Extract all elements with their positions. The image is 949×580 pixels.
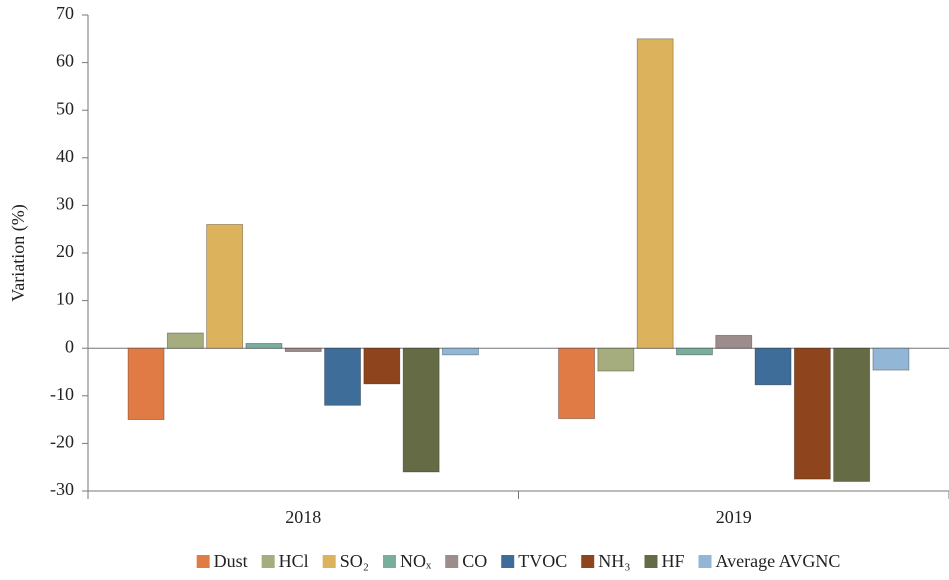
- bar: [442, 347, 479, 356]
- bar: [676, 347, 713, 356]
- bar: [793, 347, 831, 480]
- legend-label: CO: [462, 551, 487, 571]
- legend-label: SO₂: [340, 551, 369, 571]
- bar: [636, 38, 674, 349]
- legend-swatch: [581, 555, 595, 568]
- legend-swatch: [445, 555, 459, 568]
- legend-swatch: [644, 555, 658, 568]
- y-tick-label: 60: [56, 51, 74, 71]
- legend-swatch: [322, 555, 336, 568]
- legend-swatch: [698, 555, 712, 568]
- y-tick-label: -10: [50, 384, 74, 404]
- legend-swatch: [501, 555, 515, 568]
- legend-label: NH₃: [598, 551, 630, 571]
- bar: [402, 347, 440, 473]
- y-tick-label: 70: [56, 3, 74, 23]
- y-tick-label: 10: [56, 289, 74, 309]
- bar: [833, 347, 871, 482]
- bar: [284, 347, 322, 352]
- bar: [597, 347, 635, 372]
- y-tick-label: 30: [56, 194, 74, 214]
- bar: [558, 347, 595, 420]
- y-axis-label: Variation (%): [8, 204, 29, 301]
- bar: [324, 347, 361, 406]
- legend-swatch: [261, 555, 275, 568]
- legend-label: NOₓ: [400, 551, 432, 571]
- bar: [715, 334, 753, 349]
- legend: Dust HCl SO₂ NOₓ CO TVOC NH₃ HF Average AVGNC: [196, 551, 841, 571]
- y-tick-label: 50: [56, 98, 74, 118]
- bar: [127, 347, 165, 421]
- legend-label: Average AVGNC: [716, 551, 841, 571]
- bar: [206, 224, 244, 349]
- y-tick-label: 0: [65, 336, 74, 356]
- legend-label: HF: [662, 551, 685, 571]
- legend-swatch: [382, 555, 396, 568]
- legend-label: Dust: [214, 551, 248, 571]
- y-tick-label: -30: [50, 479, 74, 499]
- x-tick-label: 2018: [285, 507, 321, 527]
- bar: [872, 347, 910, 371]
- y-tick-label: 40: [56, 146, 74, 166]
- legend-label: TVOC: [518, 551, 567, 571]
- bar: [245, 343, 283, 349]
- bar: [166, 332, 204, 349]
- legend-swatch: [196, 555, 210, 568]
- x-tick-label: 2019: [716, 507, 752, 527]
- bar: [363, 347, 401, 385]
- y-tick-label: -20: [50, 432, 74, 452]
- y-tick-label: 20: [56, 241, 74, 261]
- legend-label: HCl: [279, 551, 309, 571]
- bar: [754, 347, 792, 386]
